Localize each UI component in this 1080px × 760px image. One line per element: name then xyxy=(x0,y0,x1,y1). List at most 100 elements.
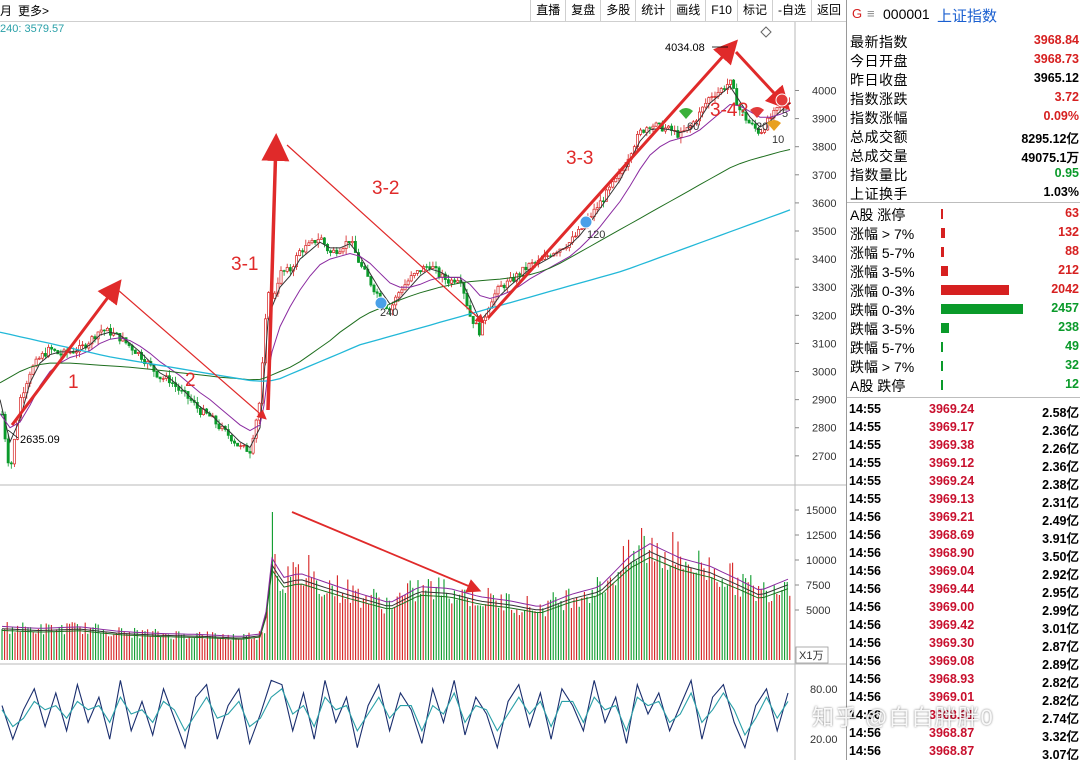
oscillator-tick-label: 80.00 xyxy=(810,684,838,696)
breadth-row: A股 涨停 63 xyxy=(847,204,1080,223)
wave-arrow-1 xyxy=(117,289,267,420)
price-tick-label: 3500 xyxy=(812,226,836,238)
tick-time: 14:56 xyxy=(849,654,881,668)
candle-body xyxy=(273,292,277,299)
more-button[interactable]: 更多> xyxy=(18,4,50,18)
candle-body xyxy=(319,237,323,240)
breadth-row: 跌幅 3-5% 238 xyxy=(847,318,1080,337)
candle-body xyxy=(353,241,357,253)
tick-time: 14:55 xyxy=(849,456,881,470)
toolbar-button-2[interactable]: 多股 xyxy=(600,0,635,22)
candle-body xyxy=(102,329,106,332)
candle-body xyxy=(698,111,701,122)
tick-time: 14:56 xyxy=(849,546,881,560)
candle-body xyxy=(763,129,767,133)
tick-row: 14:56 3968.93 2.82亿 xyxy=(847,670,1080,690)
volume-ma-line-0 xyxy=(1,551,789,639)
stat-row: 上证换手 1.03% xyxy=(847,183,1080,202)
toolbar-button-8[interactable]: 返回 xyxy=(810,0,846,22)
breadth-bar xyxy=(941,209,944,219)
candle-body xyxy=(301,250,305,253)
candle-body xyxy=(322,237,326,245)
stat-label: 指数量比 xyxy=(850,167,908,183)
candle-body xyxy=(719,88,723,93)
tick-price: 3969.24 xyxy=(929,474,975,488)
candle-body xyxy=(679,130,683,138)
volume-tick-label: 10000 xyxy=(806,555,837,567)
candle-body xyxy=(477,322,481,336)
breadth-value: 132 xyxy=(1058,225,1079,239)
toolbar-button-5[interactable]: F10 xyxy=(705,0,737,22)
candle-body xyxy=(648,127,652,129)
chart-area[interactable]: 1 2 3-1 3-2 3-3 3-4? 2635.09 4034.08 240 120 60 20 1… xyxy=(0,22,846,760)
market-prefix[interactable]: G xyxy=(852,6,863,21)
tick-price: 3969.08 xyxy=(929,654,975,668)
tick-time: 14:55 xyxy=(849,474,881,488)
candle-body xyxy=(409,275,413,282)
candle-body xyxy=(248,451,252,454)
wave-label-5: 3-4? xyxy=(710,100,748,121)
tick-amount: 2.87亿 xyxy=(1042,640,1079,654)
toolbar-button-3[interactable]: 统计 xyxy=(635,0,670,22)
security-name[interactable]: 上证指数 xyxy=(937,8,998,25)
tick-row: 14:55 3969.38 2.26亿 xyxy=(847,436,1080,456)
stat-label: 上证换手 xyxy=(850,186,908,202)
tick-time: 14:56 xyxy=(849,618,881,632)
candle-body xyxy=(105,327,109,332)
candle-body xyxy=(161,378,165,380)
stat-label: 指数涨跌 xyxy=(850,91,908,107)
toolbar-button-0[interactable]: 直播 xyxy=(530,0,565,22)
stat-row: 最新指数 3968.84 xyxy=(847,31,1080,50)
tick-amount: 2.31亿 xyxy=(1042,496,1079,510)
diamond-icon[interactable] xyxy=(760,26,772,38)
candle-body xyxy=(375,291,379,294)
price-axis: 2700 2800 2900 3000 3100 3200 3300 3400 3500 3600… xyxy=(795,85,838,746)
tick-price: 3969.42 xyxy=(929,618,975,632)
wave-label-0: 1 xyxy=(68,372,79,393)
ma-marker-signal-icon xyxy=(767,120,781,131)
breadth-label: 涨幅 0-3% xyxy=(850,283,915,299)
breadth-bar xyxy=(941,342,943,352)
ma-marker-signal-icon xyxy=(750,107,764,118)
period-fragment[interactable]: 月 xyxy=(0,4,13,18)
candle-body xyxy=(155,371,159,378)
volume-tick-label: 12500 xyxy=(806,530,837,542)
candle-body xyxy=(298,250,302,257)
candle-body xyxy=(465,292,469,306)
tick-amount: 2.36亿 xyxy=(1042,424,1079,438)
wave-arrow-2 xyxy=(261,133,290,411)
wave-label-1: 2 xyxy=(185,370,196,391)
candle-body xyxy=(285,267,289,272)
toolbar-button-6[interactable]: 标记 xyxy=(736,0,772,22)
candle-body xyxy=(654,122,658,127)
breadth-row: A股 跌停 12 xyxy=(847,375,1080,394)
breadth-label: 跌幅 0-3% xyxy=(850,302,915,318)
toolbar-button-7[interactable]: -自选 xyxy=(771,0,811,22)
candle-body xyxy=(350,241,354,244)
candle-body xyxy=(704,102,708,108)
candle-body xyxy=(369,276,373,286)
tick-price: 3969.24 xyxy=(929,402,975,416)
ma-marker-ball-icon xyxy=(374,296,388,310)
candle-body xyxy=(295,255,298,267)
stat-row: 指数量比 0.95 xyxy=(847,164,1080,183)
candle-body xyxy=(499,284,503,287)
tick-amount: 2.38亿 xyxy=(1042,478,1079,492)
stat-row: 昨日收盘 3965.12 xyxy=(847,69,1080,88)
toolbar-button-4[interactable]: 画线 xyxy=(670,0,705,22)
candle-body xyxy=(217,423,221,430)
toolbar-button-1[interactable]: 复盘 xyxy=(565,0,600,22)
menu-lines-icon[interactable]: ≡ xyxy=(867,6,875,21)
breadth-bar xyxy=(941,304,1023,314)
tick-price: 3969.00 xyxy=(929,600,975,614)
tick-time: 14:56 xyxy=(849,510,881,524)
breadth-row: 涨幅 > 7% 132 xyxy=(847,223,1080,242)
candle-body xyxy=(19,397,23,421)
breadth-label: A股 涨停 xyxy=(850,207,906,223)
candle-body xyxy=(198,407,202,415)
candle-body xyxy=(580,228,584,230)
candle-body xyxy=(304,245,308,253)
candle-body xyxy=(428,266,432,269)
volume-ma-line-2 xyxy=(1,556,789,640)
breadth-label: 涨幅 5-7% xyxy=(850,245,915,261)
